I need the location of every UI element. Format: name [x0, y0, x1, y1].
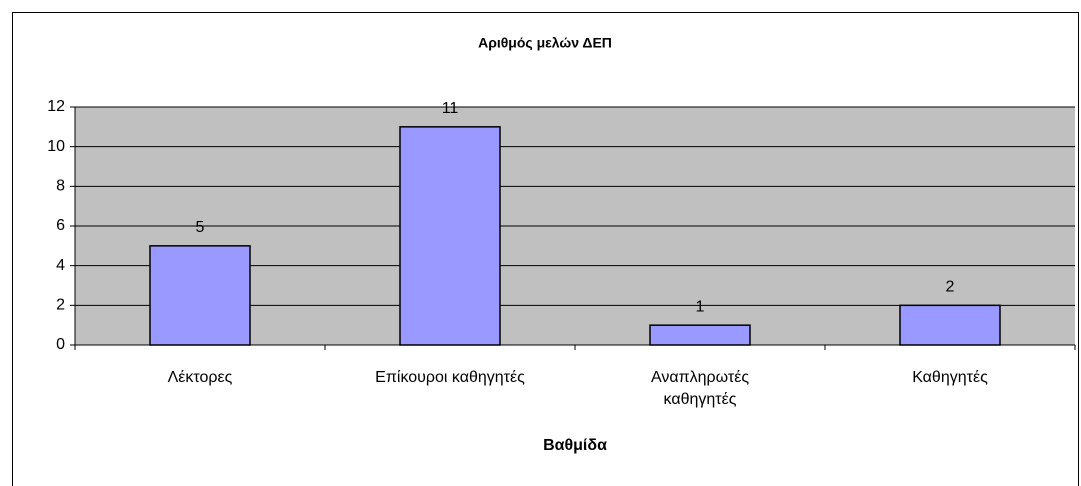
bar	[149, 245, 251, 346]
y-tick-label: 4	[56, 257, 65, 274]
bar	[649, 324, 751, 346]
x-axis-title: Βαθμίδα	[543, 437, 607, 454]
data-label: 1	[696, 298, 705, 315]
bar	[899, 304, 1001, 346]
y-tick-label: 12	[47, 98, 65, 115]
x-tick-label: Λέκτορες	[167, 369, 233, 386]
data-label: 5	[196, 219, 205, 236]
data-label: 2	[946, 279, 955, 296]
y-tick-label: 2	[56, 297, 65, 314]
bar	[399, 126, 501, 346]
chart-title: Αριθμός μελών ΔΕΠ	[478, 35, 612, 51]
x-tick-label: Καθηγητές	[912, 369, 988, 386]
y-tick-label: 0	[56, 336, 65, 353]
x-tick-label: Αναπληρωτές καθηγητές	[650, 369, 750, 408]
y-tick-label: 6	[56, 217, 65, 234]
x-tick-label: Επίκουροι καθηγητές	[375, 369, 525, 386]
y-tick-label: 10	[47, 138, 65, 155]
data-label: 11	[442, 100, 459, 117]
y-tick-label: 8	[56, 178, 65, 195]
